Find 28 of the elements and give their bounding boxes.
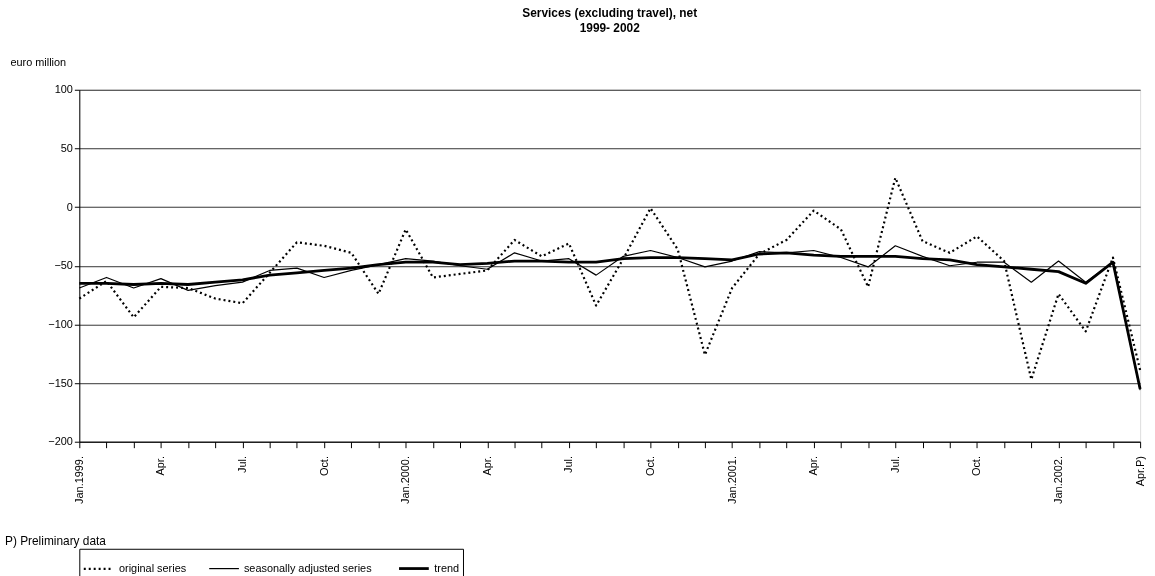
- chart-title: Services (excluding travel), net: [522, 6, 698, 21]
- x-tick-label: Oct.: [317, 456, 330, 477]
- chart-subtitle: 1999- 2002: [579, 21, 641, 36]
- x-tick-label: Jul.: [888, 456, 901, 474]
- x-tick-label: Jul.: [235, 456, 248, 474]
- x-tick-label: Jan.1999.: [72, 456, 85, 504]
- x-tick-label: Jan.2001.: [725, 456, 738, 504]
- x-tick-label: Jan.2000.: [399, 456, 412, 504]
- legend-label: seasonally adjusted series: [243, 561, 373, 574]
- legend-label: trend: [434, 561, 460, 574]
- y-axis-title: euro million: [10, 56, 67, 69]
- text: P) Preliminary data: [4, 533, 107, 548]
- y-tick-label: −50: [54, 259, 73, 272]
- x-tick-label: Apr.: [807, 456, 820, 476]
- x-tick-label: Jan.2002.: [1052, 456, 1064, 504]
- x-tick-label: Apr.P): [1133, 456, 1146, 487]
- y-tick-label: 100: [54, 83, 73, 96]
- x-tick-label: Apr.: [480, 456, 493, 476]
- x-tick-label: Oct.: [643, 456, 656, 477]
- legend-label: original series: [118, 561, 187, 574]
- y-tick-label: 0: [66, 200, 73, 213]
- x-tick-label: Jul.: [562, 456, 575, 474]
- y-tick-label: −150: [48, 376, 73, 389]
- x-tick-label: Oct.: [970, 456, 983, 477]
- y-tick-label: −200: [48, 435, 73, 448]
- y-tick-label: −100: [48, 317, 73, 330]
- x-tick-label: Apr.: [154, 456, 167, 476]
- y-tick-label: 50: [60, 141, 73, 154]
